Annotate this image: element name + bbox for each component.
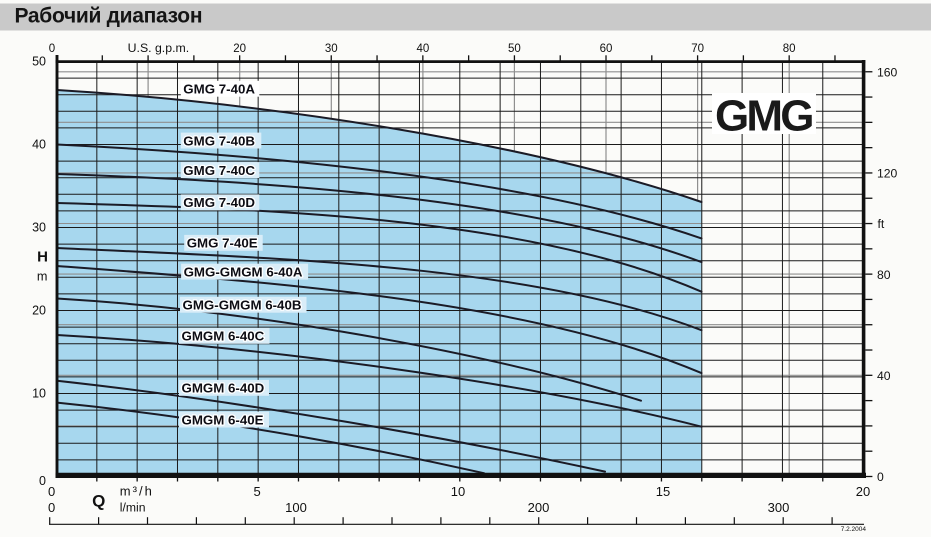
svg-text:15: 15 (656, 484, 670, 499)
svg-text:GMG-GMGM 6-40A: GMG-GMGM 6-40A (184, 264, 303, 279)
svg-text:GMG 7-40C: GMG 7-40C (183, 163, 255, 178)
svg-text:10: 10 (451, 484, 465, 499)
svg-text:0: 0 (877, 470, 884, 484)
svg-text:GMG 7-40E: GMG 7-40E (187, 236, 258, 251)
svg-text:Q: Q (92, 492, 105, 511)
svg-text:GMG 7-40D: GMG 7-40D (183, 195, 255, 210)
svg-text:0: 0 (48, 500, 55, 515)
svg-text:5: 5 (253, 484, 260, 499)
svg-text:200: 200 (528, 500, 550, 515)
svg-text:70: 70 (691, 43, 704, 55)
svg-text:160: 160 (877, 65, 898, 79)
svg-text:80: 80 (783, 43, 796, 55)
svg-text:0: 0 (48, 484, 55, 499)
svg-text:30: 30 (325, 43, 338, 55)
svg-text:20: 20 (32, 303, 46, 317)
svg-text:l/min: l/min (120, 501, 146, 515)
svg-text:GMG-GMGM 6-40B: GMG-GMGM 6-40B (183, 298, 302, 313)
svg-text:300: 300 (768, 500, 790, 515)
svg-text:H: H (37, 249, 48, 266)
svg-text:GMG: GMG (715, 92, 812, 141)
svg-text:GMGM 6-40E: GMGM 6-40E (182, 412, 264, 427)
svg-text:60: 60 (600, 43, 613, 55)
svg-text:20: 20 (233, 43, 246, 55)
svg-text:m³/h: m³/h (120, 483, 154, 498)
svg-text:0: 0 (49, 43, 55, 55)
svg-text:50: 50 (32, 54, 46, 68)
svg-text:40: 40 (416, 43, 429, 55)
svg-text:GMG 7-40B: GMG 7-40B (183, 133, 255, 148)
svg-text:40: 40 (877, 369, 891, 383)
svg-text:Рабочий диапазон: Рабочий диапазон (15, 5, 203, 28)
svg-text:40: 40 (32, 137, 46, 151)
svg-text:7.2.2004: 7.2.2004 (841, 526, 867, 533)
svg-text:GMGM 6-40C: GMGM 6-40C (182, 329, 265, 344)
svg-text:GMGM 6-40D: GMGM 6-40D (182, 381, 265, 396)
svg-text:ft: ft (878, 217, 885, 231)
svg-text:120: 120 (877, 167, 898, 181)
svg-text:U.S. g.p.m.: U.S. g.p.m. (128, 41, 190, 55)
svg-text:m: m (37, 269, 48, 283)
svg-text:80: 80 (877, 268, 891, 282)
svg-text:30: 30 (32, 220, 46, 234)
svg-text:20: 20 (856, 484, 870, 499)
svg-text:10: 10 (32, 386, 46, 400)
svg-text:GMG 7-40A: GMG 7-40A (183, 82, 255, 97)
svg-text:0: 0 (39, 474, 46, 488)
svg-text:100: 100 (285, 500, 307, 515)
svg-text:50: 50 (508, 43, 521, 55)
